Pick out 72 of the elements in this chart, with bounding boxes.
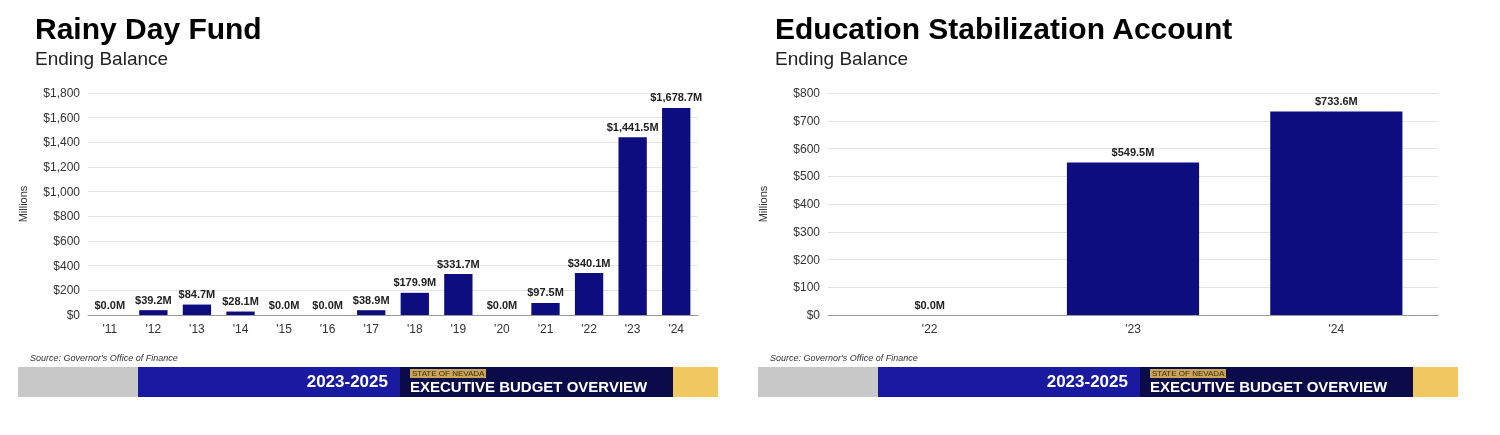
- bar: [139, 310, 168, 315]
- data-label: $340.1M: [567, 256, 611, 269]
- x-tick-label: '19: [450, 322, 467, 336]
- y-tick-label: $700: [793, 113, 821, 128]
- data-label: $0.0M: [94, 298, 126, 311]
- x-tick-label: '16: [319, 322, 336, 336]
- x-tick-label: '23: [1125, 322, 1142, 336]
- x-tick-label: '24: [1328, 322, 1345, 336]
- y-tick-label: $800: [793, 86, 821, 100]
- data-label: $84.7M: [178, 288, 216, 301]
- x-tick-label: '14: [232, 322, 249, 336]
- bar: [357, 310, 386, 315]
- chart-title: Education Stabilization Account: [775, 11, 1233, 45]
- x-tick-label: '22: [921, 322, 938, 336]
- y-tick-label: $600: [793, 141, 821, 156]
- y-tick-label: $200: [53, 283, 81, 298]
- data-label: $549.5M: [1111, 146, 1155, 159]
- x-tick-label: '17: [363, 322, 380, 336]
- bar: [531, 302, 560, 315]
- data-label: $0.0M: [486, 298, 518, 311]
- bar: [400, 292, 429, 315]
- footer-banner: 2023-2025 STATE OF NEVADA EXECUTIVE BUDGET OVERVIEW: [758, 367, 1458, 397]
- y-tick-label: $200: [793, 252, 821, 267]
- chart-title: Rainy Day Fund: [35, 11, 262, 45]
- data-label: $1,678.7M: [650, 91, 703, 104]
- data-label: $179.9M: [393, 276, 437, 289]
- x-tick-label: '21: [537, 322, 554, 336]
- footer-banner: 2023-2025 STATE OF NEVADA EXECUTIVE BUDGET OVERVIEW: [18, 367, 718, 397]
- y-tick-label: $1,000: [43, 184, 81, 199]
- bar: [662, 107, 691, 315]
- y-tick-label: $1,400: [43, 135, 81, 150]
- y-tick-label: $400: [793, 197, 821, 211]
- y-tick-label: $500: [793, 169, 821, 184]
- x-tick-label: '11: [102, 322, 118, 336]
- data-label: $331.7M: [436, 257, 480, 270]
- data-label: $28.1M: [222, 295, 259, 308]
- data-label: $1,441.5M: [606, 120, 659, 133]
- x-tick-label: '24: [668, 322, 685, 336]
- bar: [574, 273, 604, 315]
- y-tick-label: $0: [66, 308, 81, 322]
- y-axis-title: Millions: [756, 185, 769, 223]
- data-label: $97.5M: [527, 286, 564, 299]
- chart-subtitle: Ending Balance: [35, 48, 169, 69]
- x-tick-label: '23: [624, 322, 641, 336]
- y-tick-label: $100: [793, 280, 821, 295]
- x-tick-label: '20: [494, 322, 511, 336]
- data-label: $0.0M: [914, 298, 945, 311]
- chart-subtitle: Ending Balance: [775, 48, 909, 69]
- data-label: $38.9M: [352, 293, 390, 306]
- y-tick-label: $1,800: [43, 86, 81, 100]
- y-tick-label: $1,200: [43, 160, 81, 174]
- y-tick-label: $1,600: [43, 110, 81, 125]
- y-axis-title: Millions: [16, 185, 29, 223]
- bar: [182, 304, 212, 315]
- data-label: $0.0M: [268, 298, 300, 311]
- data-label: $0.0M: [312, 298, 343, 311]
- y-tick-label: $300: [793, 224, 821, 239]
- x-tick-label: '12: [145, 322, 162, 336]
- data-label: $733.6M: [1314, 94, 1358, 107]
- y-tick-label: $800: [53, 209, 81, 224]
- y-tick-label: $600: [53, 234, 81, 248]
- source-note: Source: Governor's Office of Finance: [29, 353, 179, 365]
- y-tick-label: $0: [806, 308, 821, 322]
- bar: [618, 137, 647, 315]
- x-tick-label: '13: [189, 322, 206, 336]
- x-tick-label: '15: [276, 322, 293, 336]
- source-note: Source: Governor's Office of Finance: [769, 353, 919, 365]
- x-tick-label: '22: [581, 322, 598, 336]
- data-label: $39.2M: [135, 293, 172, 306]
- x-tick-label: '18: [406, 322, 423, 336]
- bar: [444, 274, 473, 315]
- y-tick-label: $400: [53, 258, 81, 273]
